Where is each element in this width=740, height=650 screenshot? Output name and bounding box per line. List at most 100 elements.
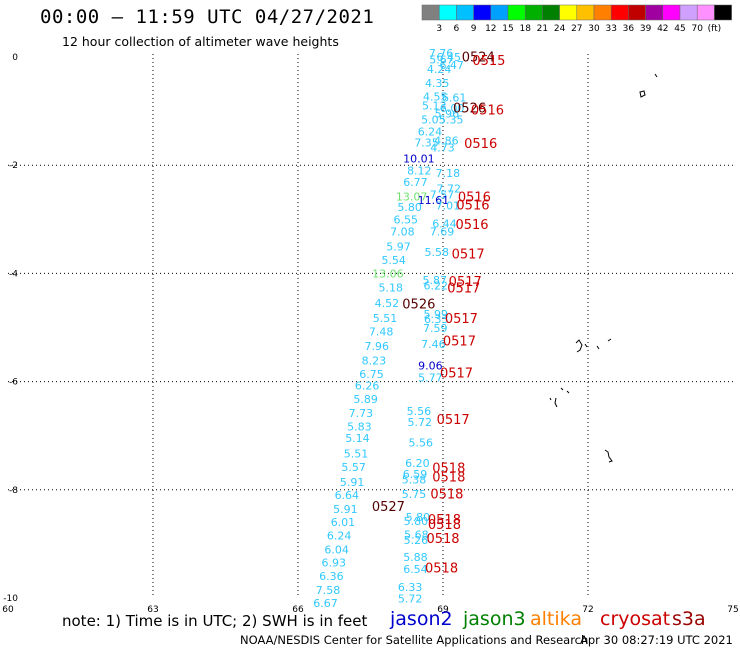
x-tick-label: 72 <box>582 605 593 615</box>
legend-altika: altika <box>530 608 582 630</box>
wave-height-label: 9.06 <box>418 360 443 373</box>
colorbar-label: 45 <box>674 24 685 34</box>
wave-height-label: 6.47 <box>439 59 464 72</box>
wave-height-label: 6.77 <box>403 176 428 189</box>
colorbar-label: 12 <box>485 24 496 34</box>
date-stamp-label: 0518 <box>426 532 459 547</box>
colorbar-swatch <box>610 4 629 21</box>
wave-height-label: 5.54 <box>381 254 406 267</box>
wave-height-label: 5.26 <box>404 534 429 547</box>
date-stamp-label: 0517 <box>443 334 476 349</box>
colorbar-label: 21 <box>537 24 548 34</box>
date-stamp-label: 0526 <box>453 102 486 117</box>
date-stamp-label: 0517 <box>449 275 482 290</box>
colorbar-label: (ft) <box>708 24 722 34</box>
wave-height-labels: 7.766.456.475.674.244.354.556.615.136.00… <box>313 47 466 610</box>
colorbar-swatch <box>456 4 474 21</box>
x-tick-label: 60 <box>2 605 14 615</box>
colorbar-label: 39 <box>640 24 652 34</box>
colorbar-swatch <box>714 4 732 21</box>
wave-height-label: 6.33 <box>398 581 423 594</box>
wave-height-label: 6.20 <box>405 457 430 470</box>
colorbar-label: 70 <box>691 24 703 34</box>
colorbar-swatch <box>524 4 543 21</box>
date-stamp-label: 0515 <box>472 54 505 69</box>
y-tick-label: -8 <box>9 486 18 496</box>
wave-height-label: 7.01 <box>436 200 461 213</box>
wave-height-label: 6.26 <box>355 380 380 393</box>
date-stamp-label: 0516 <box>456 199 489 214</box>
legend-s3a: s3a <box>672 608 706 630</box>
legend-cryosat: cryosat <box>600 608 671 630</box>
legend-jason2: jason2 <box>390 608 453 630</box>
date-stamp-labels: 0524051505260516051605160516051605170517… <box>372 50 506 576</box>
wave-height-label: 4.24 <box>427 63 452 76</box>
colorbar-label: 42 <box>657 24 668 34</box>
wave-height-label: 7.96 <box>365 340 390 353</box>
wave-height-label: 5.96 <box>435 108 460 121</box>
colorbar-swatch <box>542 4 560 21</box>
legend-jason3: jason3 <box>463 608 526 630</box>
wave-height-label: 6.61 <box>442 91 467 104</box>
wave-height-label: 5.14 <box>345 432 370 445</box>
wave-height-label: 5.80 <box>404 515 429 528</box>
wave-height-label: 7.35 <box>414 136 439 149</box>
wave-height-label: 6.93 <box>322 557 347 570</box>
date-stamp-label: 0527 <box>372 500 405 515</box>
axis-ticks: 60 63 66 69 72 75 0 -2 -4 -6 -8 -10 <box>2 53 738 615</box>
date-stamp-label: 0518 <box>428 513 461 528</box>
wave-height-label: 11.61 <box>418 194 450 207</box>
wave-height-label: 6.33 <box>424 313 449 326</box>
wave-height-label: 7.72 <box>437 182 462 195</box>
wave-height-label: 5.72 <box>408 416 433 429</box>
wave-height-label: 6.36 <box>319 570 344 583</box>
colorbar-swatch <box>628 4 646 21</box>
date-stamp-label: 0518 <box>432 461 465 476</box>
credit-text: NOAA/NESDIS Center for Satellite Applica… <box>240 633 589 647</box>
wave-height-label: 6.55 <box>394 214 419 227</box>
wave-height-label: 5.97 <box>386 241 411 254</box>
wave-height-label: 6.24 <box>327 530 352 543</box>
colorbar-swatch <box>490 4 509 21</box>
date-stamp-label: 0517 <box>447 281 480 296</box>
wave-height-label: 10.01 <box>403 152 435 165</box>
wave-height-label: 4.86 <box>434 135 459 148</box>
wave-height-label: 4.52 <box>375 297 400 310</box>
y-tick-label: -2 <box>9 161 18 171</box>
chart-title: 00:00 – 11:59 UTC 04/27/2021 <box>40 6 375 28</box>
colorbar-swatch <box>662 4 681 21</box>
colorbar-label: 30 <box>588 24 600 34</box>
wave-height-label: 6.04 <box>324 544 349 557</box>
date-stamp-label: 0518 <box>430 487 463 502</box>
wave-height-label: 5.57 <box>341 461 366 474</box>
wave-height-label: 5.80 <box>397 201 422 214</box>
wave-height-label: 5.51 <box>344 447 369 460</box>
x-tick-label: 66 <box>292 605 304 615</box>
wave-height-label: 7.48 <box>369 326 394 339</box>
colorbar-swatch <box>696 4 715 21</box>
wave-height-label: 5.77 <box>418 372 443 385</box>
wave-height-label: 5.91 <box>340 476 365 489</box>
wave-height-label: 5.88 <box>403 551 428 564</box>
wave-height-label: 5.91 <box>333 503 358 516</box>
wave-height-label: 5.56 <box>409 437 434 450</box>
colorbar-label: 9 <box>471 24 477 34</box>
wave-height-label: 13.07 <box>396 190 428 203</box>
x-tick-label: 63 <box>147 605 158 615</box>
generation-time: Apr 30 08:27:19 UTC 2021 <box>580 633 733 647</box>
colorbar-label: 33 <box>605 24 616 34</box>
y-tick-label: -4 <box>9 269 18 279</box>
colorbar-label: 36 <box>623 24 635 34</box>
grid <box>8 54 733 598</box>
wave-height-label: 7.58 <box>316 584 341 597</box>
wave-height-label: 5.58 <box>424 246 449 259</box>
y-tick-label: 0 <box>12 53 18 63</box>
wave-height-label: 5.18 <box>379 281 404 294</box>
wave-height-label: 5.99 <box>424 308 449 321</box>
wave-height-label: 7.18 <box>436 167 461 180</box>
date-stamp-label: 0516 <box>455 218 488 233</box>
island-outline <box>639 73 658 98</box>
date-stamp-label: 0518 <box>425 562 458 577</box>
colorbar-label: 3 <box>436 24 442 34</box>
colorbar-swatch <box>645 4 664 21</box>
